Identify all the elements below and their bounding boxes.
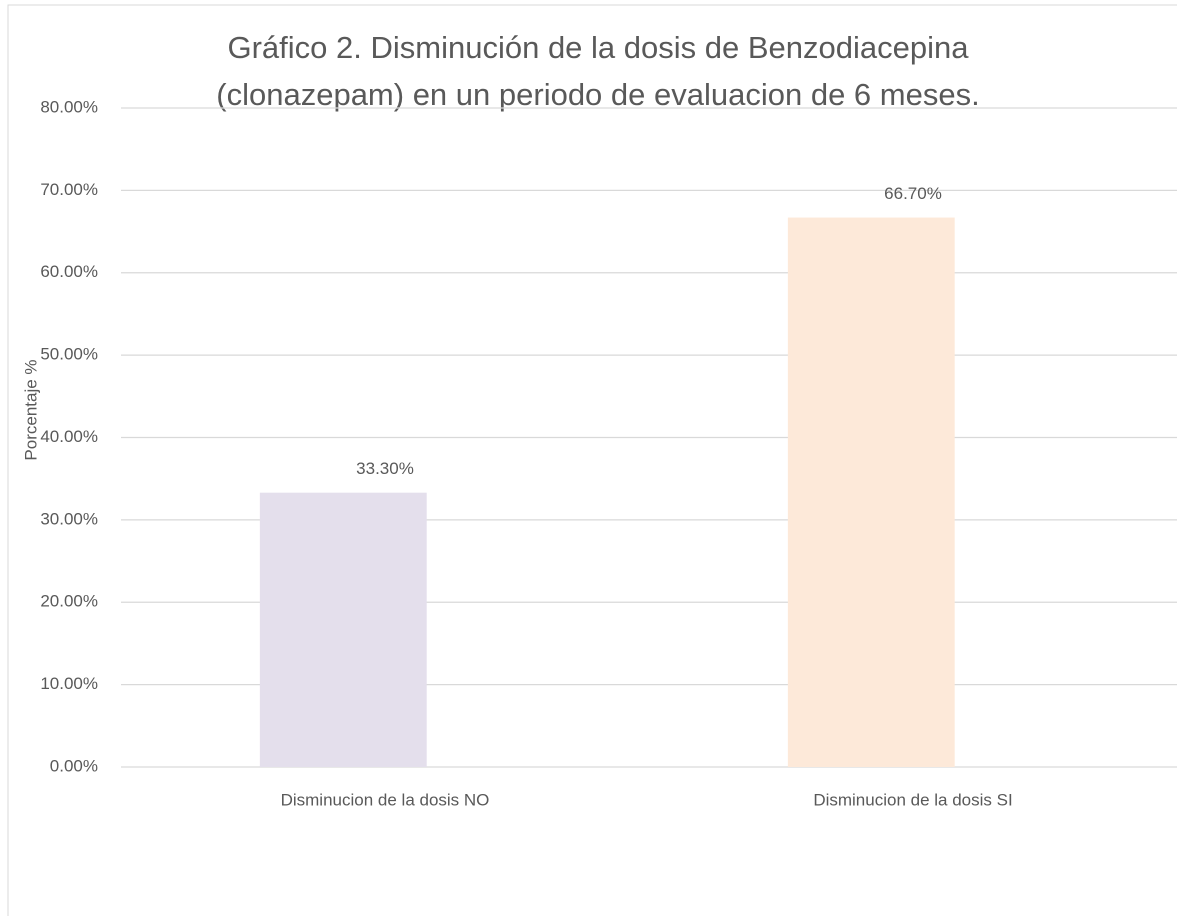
y-axis-label: Porcentaje % (21, 359, 40, 460)
chart-title: (clonazepam) en un periodo de evaluacion… (216, 77, 979, 112)
y-tick-label: 80.00% (40, 97, 98, 116)
chart-title: Gráfico 2. Disminución de la dosis de Be… (228, 30, 970, 65)
x-tick-label: Disminucion de la dosis SI (813, 790, 1012, 809)
y-tick-label: 10.00% (40, 674, 98, 693)
y-tick-label: 50.00% (40, 345, 98, 364)
x-tick-label: Disminucion de la dosis NO (281, 790, 490, 809)
y-tick-label: 0.00% (50, 756, 98, 775)
chart-border (7, 4, 1177, 916)
bar (259, 492, 427, 767)
y-tick-label: 60.00% (40, 262, 98, 281)
data-label: 33.30% (356, 459, 414, 478)
y-tick-label: 70.00% (40, 180, 98, 199)
y-tick-label: 30.00% (40, 509, 98, 528)
y-tick-label: 20.00% (40, 592, 98, 611)
bar (787, 217, 955, 768)
data-label: 66.70% (884, 184, 942, 203)
y-tick-label: 40.00% (40, 427, 98, 446)
